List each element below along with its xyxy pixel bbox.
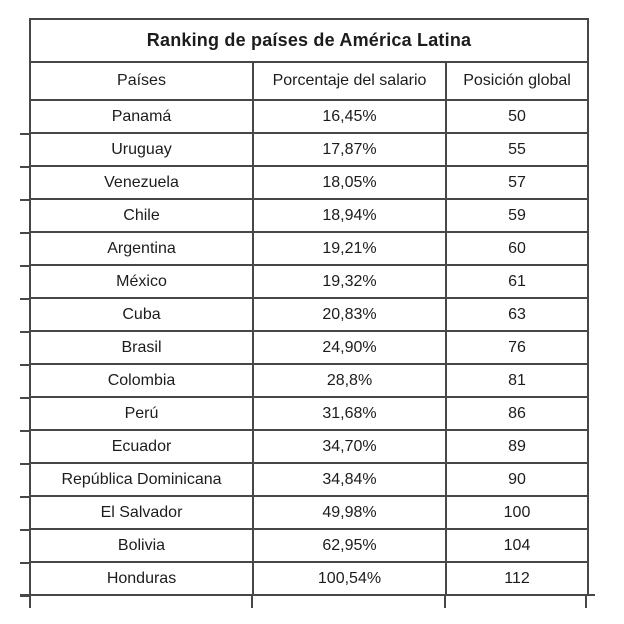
table-row: Venezuela 18,05% 57 xyxy=(29,165,590,200)
table-row: Ecuador 34,70% 89 xyxy=(29,429,590,464)
percentage-cell: 34,70% xyxy=(252,429,447,464)
grid-tick-marks-artifact xyxy=(20,133,29,597)
percentage-cell: 19,32% xyxy=(252,264,447,299)
percentage-cell: 100,54% xyxy=(252,561,447,596)
country-cell: Chile xyxy=(29,198,254,233)
grid-line-artifact xyxy=(444,596,446,608)
position-cell: 60 xyxy=(444,231,590,266)
percentage-cell: 18,05% xyxy=(252,165,447,200)
position-cell: 63 xyxy=(444,297,590,332)
position-cell: 50 xyxy=(444,99,590,134)
grid-line-artifact xyxy=(585,596,587,608)
ranking-table: Ranking de países de América Latina País… xyxy=(28,18,590,596)
percentage-cell: 62,95% xyxy=(252,528,447,563)
country-cell: Cuba xyxy=(29,297,254,332)
table-row: Cuba 20,83% 63 xyxy=(29,297,590,332)
country-cell: Uruguay xyxy=(29,132,254,167)
table-header-row: Países Porcentaje del salario Posición g… xyxy=(29,61,590,101)
position-cell: 57 xyxy=(444,165,590,200)
table-title: Ranking de países de América Latina xyxy=(28,18,590,63)
country-cell: Panamá xyxy=(29,99,254,134)
percentage-cell: 19,21% xyxy=(252,231,447,266)
table-row: Uruguay 17,87% 55 xyxy=(29,132,590,167)
table-row: Panamá 16,45% 50 xyxy=(29,99,590,134)
grid-line-artifact xyxy=(585,594,595,596)
table-row: Honduras 100,54% 112 xyxy=(29,561,590,596)
table-row: México 19,32% 61 xyxy=(29,264,590,299)
percentage-cell: 16,45% xyxy=(252,99,447,134)
country-cell: República Dominicana xyxy=(29,462,254,497)
percentage-cell: 17,87% xyxy=(252,132,447,167)
country-cell: Ecuador xyxy=(29,429,254,464)
country-cell: Colombia xyxy=(29,363,254,398)
country-cell: Bolivia xyxy=(29,528,254,563)
position-cell: 59 xyxy=(444,198,590,233)
position-cell: 76 xyxy=(444,330,590,365)
position-cell: 61 xyxy=(444,264,590,299)
percentage-cell: 28,8% xyxy=(252,363,447,398)
position-cell: 81 xyxy=(444,363,590,398)
table-title-row: Ranking de países de América Latina xyxy=(28,18,590,63)
percentage-cell: 24,90% xyxy=(252,330,447,365)
position-cell: 104 xyxy=(444,528,590,563)
table-row: Chile 18,94% 59 xyxy=(29,198,590,233)
percentage-cell: 20,83% xyxy=(252,297,447,332)
grid-line-artifact xyxy=(20,594,30,596)
position-cell: 90 xyxy=(444,462,590,497)
table-row: Argentina 19,21% 60 xyxy=(29,231,590,266)
country-cell: El Salvador xyxy=(29,495,254,530)
country-cell: Perú xyxy=(29,396,254,431)
table-row: Brasil 24,90% 76 xyxy=(29,330,590,365)
percentage-cell: 31,68% xyxy=(252,396,447,431)
percentage-cell: 18,94% xyxy=(252,198,447,233)
country-cell: Honduras xyxy=(29,561,254,596)
position-cell: 55 xyxy=(444,132,590,167)
table-row: Perú 31,68% 86 xyxy=(29,396,590,431)
column-header-posicion: Posición global xyxy=(444,61,590,101)
country-cell: México xyxy=(29,264,254,299)
table-row: El Salvador 49,98% 100 xyxy=(29,495,590,530)
country-cell: Argentina xyxy=(29,231,254,266)
table-row: Colombia 28,8% 81 xyxy=(29,363,590,398)
position-cell: 112 xyxy=(444,561,590,596)
table-row: Bolivia 62,95% 104 xyxy=(29,528,590,563)
percentage-cell: 34,84% xyxy=(252,462,447,497)
grid-line-artifact xyxy=(251,596,253,608)
position-cell: 89 xyxy=(444,429,590,464)
position-cell: 86 xyxy=(444,396,590,431)
position-cell: 100 xyxy=(444,495,590,530)
percentage-cell: 49,98% xyxy=(252,495,447,530)
grid-line-artifact xyxy=(29,596,31,608)
column-header-paises: Países xyxy=(29,61,254,101)
country-cell: Brasil xyxy=(29,330,254,365)
country-cell: Venezuela xyxy=(29,165,254,200)
table-row: República Dominicana 34,84% 90 xyxy=(29,462,590,497)
column-header-porcentaje: Porcentaje del salario xyxy=(252,61,447,101)
